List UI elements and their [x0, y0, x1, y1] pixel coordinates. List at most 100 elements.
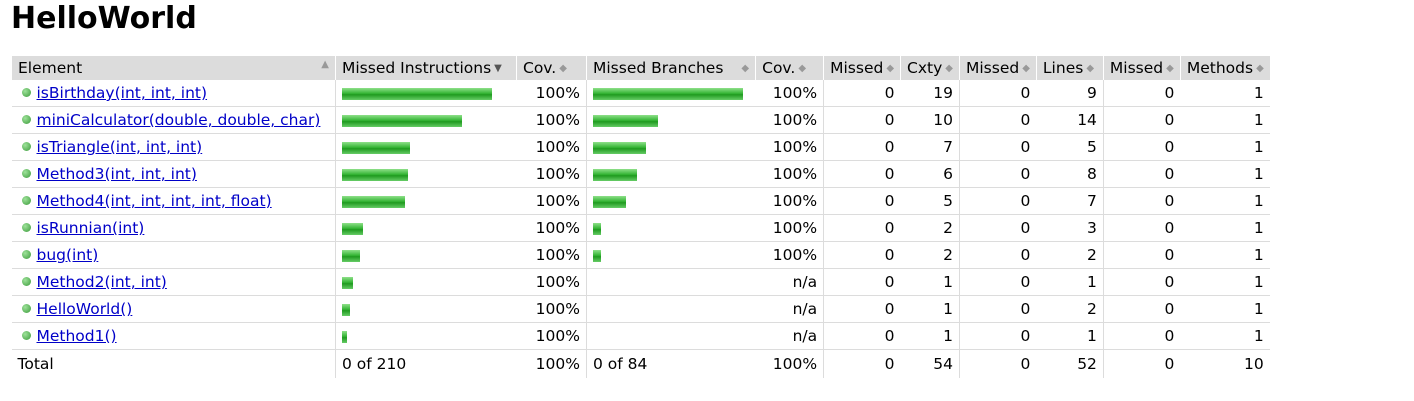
lines: 8	[1036, 160, 1104, 188]
method-link[interactable]: Method4(int, int, int, int, float)	[36, 192, 272, 210]
column-header-cxty[interactable]: Cxty ◆	[900, 56, 960, 80]
column-header-missed-cxty[interactable]: Missed ◆	[823, 56, 901, 80]
table-row: isRunnian(int) 100% 100% 0 2 0 3 0 1	[11, 214, 1270, 242]
cxty: 2	[900, 214, 960, 242]
column-header-label: Cov.	[762, 59, 796, 77]
branch-bar-cell	[585, 133, 756, 161]
total-missed-instructions: 0 of 210	[335, 349, 517, 378]
methods: 1	[1180, 133, 1270, 161]
branch-coverage-bar	[593, 141, 646, 154]
method-link[interactable]: HelloWorld()	[36, 300, 133, 318]
sort-icon: ◆	[1166, 63, 1174, 74]
total-lines: 52	[1077, 355, 1097, 373]
missed-methods: 0	[1102, 322, 1181, 350]
method-link[interactable]: isBirthday(int, int, int)	[36, 84, 208, 102]
column-header-element[interactable]: Element ▲	[11, 56, 336, 80]
method-link[interactable]: Method1()	[36, 327, 117, 345]
branch-coverage: n/a	[755, 295, 824, 323]
instruction-coverage: 100%	[516, 133, 587, 161]
cxty: 10	[900, 106, 960, 134]
column-header-branch-coverage[interactable]: Cov. ◆	[755, 56, 824, 80]
lines: 9	[1036, 80, 1104, 107]
sort-icon: ◆	[559, 63, 567, 74]
element-cell: isBirthday(int, int, int)	[11, 80, 336, 107]
cxty: 7	[900, 133, 960, 161]
method-status-icon	[21, 196, 31, 205]
missed-methods: 0	[1102, 295, 1181, 323]
instruction-coverage-bar	[342, 222, 363, 235]
missed-methods: 0	[1102, 80, 1181, 107]
instruction-bar-cell	[335, 295, 517, 323]
missed-lines: 0	[959, 241, 1037, 269]
instruction-coverage-bar	[342, 141, 410, 154]
missed-cxty: 0	[823, 133, 901, 161]
column-header-missed-instructions[interactable]: Missed Instructions ▼	[335, 56, 517, 80]
column-header-label: Missed	[966, 59, 1020, 77]
method-link[interactable]: Method2(int, int)	[36, 273, 167, 291]
branch-coverage-bar	[593, 249, 601, 262]
sort-icon: ◆	[741, 63, 750, 74]
column-header-missed-lines[interactable]: Missed ◆	[959, 56, 1037, 80]
instruction-coverage: 100%	[516, 241, 587, 269]
instruction-coverage-bar	[342, 330, 347, 343]
sort-desc-icon: ▼	[494, 63, 502, 74]
missed-cxty: 0	[823, 106, 901, 134]
column-header-label: Missed	[1109, 59, 1164, 77]
total-methods: 10	[1244, 355, 1264, 373]
missed-lines: 0	[959, 322, 1037, 350]
instruction-coverage: 100%	[516, 214, 587, 242]
branch-coverage: 100%	[755, 160, 824, 188]
column-header-instruction-coverage[interactable]: Cov. ◆	[516, 56, 587, 80]
method-status-icon	[21, 250, 31, 259]
missed-lines: 0	[959, 214, 1037, 242]
method-status-icon	[21, 304, 31, 313]
method-link[interactable]: bug(int)	[36, 246, 99, 264]
coverage-table: Element ▲ Missed Instructions ▼ Cov. ◆ Miss…	[11, 56, 1270, 378]
methods: 1	[1180, 160, 1270, 188]
sort-icon: ◆	[886, 63, 895, 74]
branch-coverage: 100%	[755, 133, 824, 161]
missed-methods: 0	[1102, 214, 1181, 242]
method-link[interactable]: isTriangle(int, int, int)	[36, 138, 203, 156]
method-status-icon	[21, 223, 31, 232]
instruction-bar-cell	[335, 80, 517, 107]
total-missed-lines: 0	[959, 349, 1037, 378]
missed-methods: 0	[1102, 160, 1181, 188]
cxty: 1	[900, 268, 960, 296]
lines: 1	[1036, 322, 1104, 350]
missed-methods: 0	[1102, 241, 1181, 269]
method-link[interactable]: Method3(int, int, int)	[36, 165, 197, 183]
methods: 1	[1180, 106, 1270, 134]
branch-bar-cell	[585, 160, 756, 188]
instruction-coverage-bar	[342, 195, 405, 208]
instruction-coverage-bar	[342, 87, 492, 100]
instruction-coverage: 100%	[516, 187, 587, 215]
instruction-coverage: 100%	[516, 322, 587, 350]
cxty: 2	[900, 241, 960, 269]
table-row: Method1() 100% n/a 0 1 0 1 0 1	[11, 322, 1270, 350]
method-link[interactable]: miniCalculator(double, double, char)	[36, 111, 321, 129]
missed-cxty: 0	[823, 268, 901, 296]
missed-cxty: 0	[823, 187, 901, 215]
sort-icon: ◆	[1256, 63, 1264, 74]
branch-bar-cell	[585, 80, 756, 107]
methods: 1	[1180, 80, 1270, 107]
column-header-missed-branches[interactable]: Missed Branches ◆	[585, 56, 756, 80]
total-branch-coverage: 100%	[772, 355, 818, 373]
column-header-missed-methods[interactable]: Missed ◆	[1102, 56, 1181, 80]
branch-coverage: n/a	[755, 268, 824, 296]
instruction-bar-cell	[335, 106, 517, 134]
column-header-methods[interactable]: Methods ◆	[1179, 56, 1270, 80]
missed-lines: 0	[959, 106, 1037, 134]
column-header-label: Missed Branches	[593, 59, 724, 77]
instruction-bar-cell	[335, 268, 517, 296]
sort-icon: ◆	[1086, 63, 1095, 74]
method-link[interactable]: isRunnian(int)	[36, 219, 145, 237]
element-cell: bug(int)	[11, 241, 336, 269]
branch-bar-cell	[585, 268, 756, 296]
instruction-coverage-bar	[342, 276, 353, 289]
total-instruction-coverage: 100%	[535, 355, 580, 373]
total-row: Total 0 of 210 100% 0 of 84 100% 0 54 0 …	[12, 349, 1270, 378]
column-header-lines[interactable]: Lines ◆	[1035, 56, 1104, 80]
element-cell: Method3(int, int, int)	[11, 160, 336, 188]
